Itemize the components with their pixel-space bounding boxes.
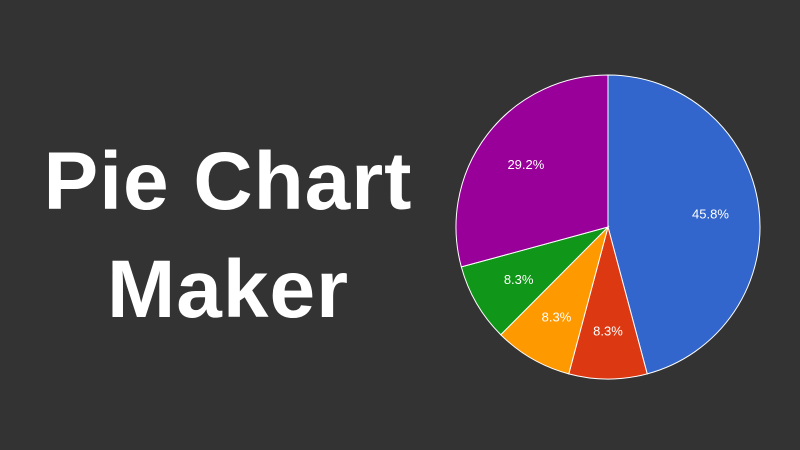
pie-slice <box>607 74 761 375</box>
pie-slice <box>455 74 609 268</box>
slice-label: 45.8% <box>692 207 729 222</box>
slice-label: 29.2% <box>507 157 544 172</box>
page-title: Pie Chart Maker <box>0 128 456 344</box>
title-line-1: Pie Chart <box>43 136 413 227</box>
slice-label: 8.3% <box>542 310 572 325</box>
slice-label: 8.3% <box>504 272 534 287</box>
slice-label: 8.3% <box>593 323 623 338</box>
title-line-2: Maker <box>106 244 350 335</box>
